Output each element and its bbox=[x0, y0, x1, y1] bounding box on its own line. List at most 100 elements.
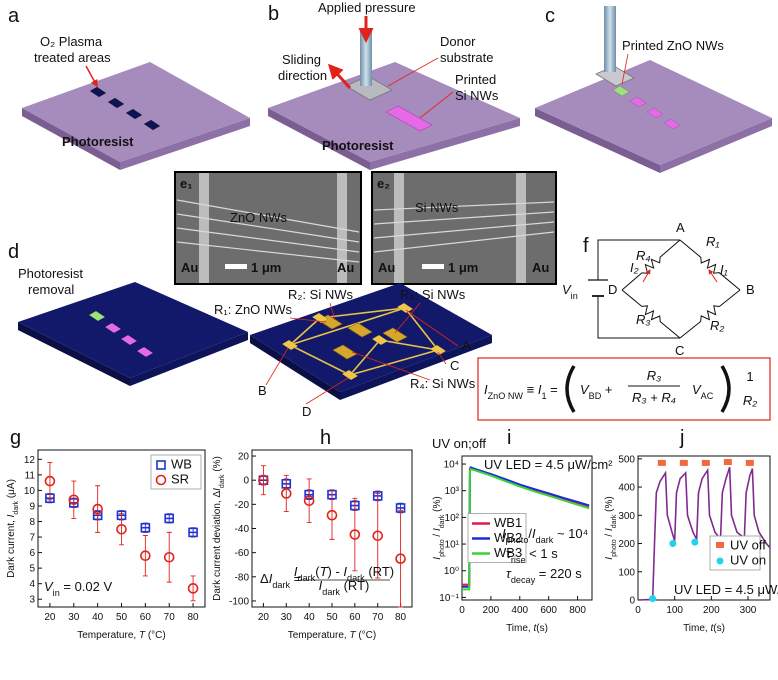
y-tick-label: -60 bbox=[235, 548, 250, 559]
error-bar bbox=[375, 493, 381, 579]
y-tick-label: 10³ bbox=[445, 486, 460, 497]
note: UV on;off bbox=[432, 436, 486, 451]
y-tick-label: 300 bbox=[618, 511, 635, 522]
marker bbox=[258, 474, 269, 486]
error-bar bbox=[352, 497, 358, 572]
formula-lhs: IZnO NW ≡ I1 = bbox=[484, 382, 558, 401]
text-run: T bbox=[349, 630, 356, 641]
marker bbox=[164, 513, 175, 524]
text-run: I bbox=[484, 382, 488, 397]
marker bbox=[116, 523, 127, 535]
y-tick-label: 11 bbox=[25, 470, 36, 481]
y-tick-label: 12 bbox=[24, 455, 36, 466]
error-bar bbox=[142, 535, 148, 577]
text-run: ~ 10⁴ bbox=[553, 526, 588, 541]
text-run: = bbox=[547, 382, 558, 397]
error-bar bbox=[398, 509, 404, 608]
wire bbox=[289, 317, 321, 346]
slab-side bbox=[535, 108, 660, 173]
text-run: Temperature, bbox=[77, 630, 139, 641]
error-bar bbox=[119, 513, 124, 546]
connector bbox=[419, 91, 454, 119]
label: direction bbox=[278, 68, 327, 83]
label: Au bbox=[532, 260, 549, 275]
electrode bbox=[337, 173, 347, 283]
x-tick-label: 60 bbox=[349, 612, 361, 623]
text-run: V bbox=[562, 282, 572, 297]
text-run: T bbox=[139, 630, 146, 641]
nw-device bbox=[382, 327, 408, 343]
y-axis-label: Dark current, Idark (μA) bbox=[6, 479, 20, 578]
fraction-num: R₃ bbox=[647, 368, 662, 383]
slab-side bbox=[120, 118, 250, 170]
marker bbox=[349, 529, 361, 540]
plot-frame bbox=[461, 455, 593, 601]
annotation: Iphoto/Idark ~ 10⁴ bbox=[502, 526, 588, 545]
slab-side bbox=[340, 335, 492, 400]
printed-si bbox=[136, 346, 154, 358]
y-tick-label: -40 bbox=[235, 524, 250, 535]
text-run: + bbox=[601, 382, 612, 397]
nanowire bbox=[176, 227, 360, 253]
formula-box bbox=[477, 357, 771, 421]
wire bbox=[349, 339, 381, 376]
text-run: I bbox=[432, 557, 443, 560]
label: Au bbox=[337, 260, 354, 275]
y-tick-label: 10⁰ bbox=[444, 566, 459, 577]
text-run: V bbox=[692, 382, 702, 397]
annotation: τrise < 1 s bbox=[506, 546, 558, 565]
x-tick-label: 70 bbox=[372, 612, 384, 623]
x-tick-label: 40 bbox=[304, 612, 316, 623]
label: Photoresist bbox=[322, 138, 394, 153]
panel-label: a bbox=[8, 5, 20, 27]
panel-label: c bbox=[545, 5, 555, 27]
text-run: (°C) bbox=[145, 630, 166, 641]
text-run: I bbox=[604, 528, 615, 531]
legend-label: SR bbox=[171, 472, 189, 487]
x-tick-label: 80 bbox=[188, 612, 200, 623]
x-tick-label: 50 bbox=[326, 612, 338, 623]
y-tick-label: 3 bbox=[29, 595, 35, 606]
label: Si NWs bbox=[455, 88, 499, 103]
wire bbox=[349, 349, 439, 376]
arrow bbox=[708, 269, 718, 283]
paren bbox=[720, 365, 731, 413]
text-run: UV LED = 4.5 μW/cm² bbox=[484, 457, 613, 472]
nanowire bbox=[373, 221, 555, 239]
x-axis-label: Temperature, T (°C) bbox=[288, 630, 376, 641]
label: 1 μm bbox=[251, 260, 281, 275]
text-run: dark bbox=[272, 580, 290, 590]
slab-top bbox=[18, 282, 248, 378]
label: Photoresist bbox=[18, 266, 83, 281]
error-bar bbox=[190, 575, 196, 602]
paren bbox=[565, 365, 576, 413]
wire bbox=[379, 339, 439, 351]
text-run: Dark current deviation, Δ bbox=[212, 491, 223, 601]
marker bbox=[649, 595, 657, 603]
marker bbox=[691, 538, 699, 546]
scale-bar bbox=[225, 264, 247, 269]
text-run: (%) bbox=[212, 456, 223, 474]
label: 1 μm bbox=[448, 260, 478, 275]
resistor bbox=[679, 289, 741, 339]
text-run: photo bbox=[506, 535, 529, 545]
label: R₄ bbox=[636, 248, 651, 263]
annotation: Vin = 0.02 V bbox=[44, 579, 112, 598]
text-run: (μA) bbox=[6, 479, 17, 501]
text-run: Time, bbox=[506, 623, 533, 634]
slab-side bbox=[250, 335, 340, 400]
text-run: t bbox=[710, 623, 714, 634]
panel-label: f bbox=[583, 235, 589, 257]
y-tick-label: -20 bbox=[235, 500, 250, 511]
annotation: UV LED = 4.5 μW/cm² bbox=[674, 582, 778, 597]
source-label: Vin bbox=[562, 282, 578, 301]
y-tick-label: 10¹ bbox=[445, 540, 460, 551]
factor-num: 1 bbox=[746, 369, 753, 384]
text-run: photo bbox=[611, 539, 618, 557]
y-tick-label: 200 bbox=[618, 539, 635, 550]
plasma-area bbox=[89, 86, 107, 98]
formula-term: VBD + bbox=[580, 382, 613, 401]
annotation: UV LED = 4.5 μW/cm² bbox=[484, 457, 613, 472]
y-axis-label: Iphoto / Idark (%) bbox=[432, 496, 446, 559]
